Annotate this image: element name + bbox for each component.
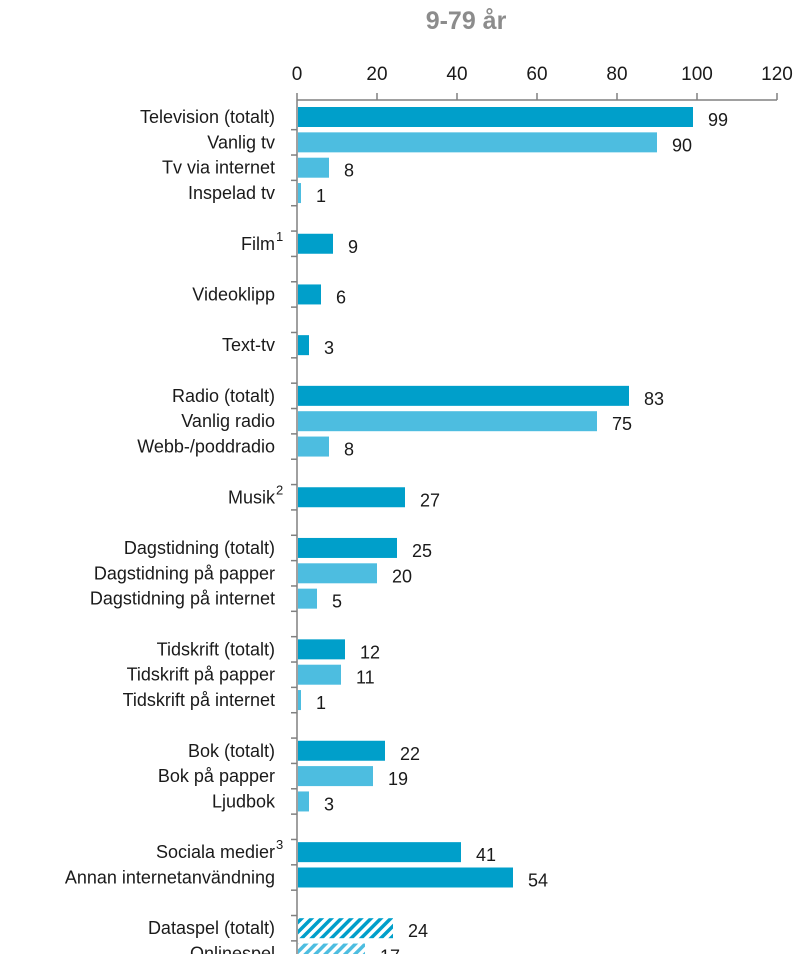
- chart-title: 9-79 år: [426, 7, 507, 35]
- category-label-dagstidning-totalt: Dagstidning (totalt): [124, 538, 275, 558]
- bar-dagstidning-totalt: [298, 537, 397, 558]
- y-axis: [291, 100, 298, 954]
- value-label-bok-totalt: 22: [400, 744, 420, 764]
- value-label-inspelad-tv: 1: [316, 186, 326, 206]
- category-label-vanlig-tv: Vanlig tv: [207, 132, 275, 152]
- value-label-tidskrift-totalt: 12: [360, 642, 380, 662]
- category-labels-group: Television (totalt) Vanlig tv Tv via inter…: [65, 107, 283, 954]
- x-tick-label: 20: [366, 64, 387, 85]
- value-label-sociala-medier: 41: [476, 845, 496, 865]
- category-label-vanlig-radio: Vanlig radio: [181, 411, 275, 431]
- bar-musik: [298, 487, 405, 508]
- bar-webb-poddradio: [298, 436, 329, 457]
- value-label-annan-internetanvandning: 54: [528, 871, 548, 891]
- bar-dagstidning-pa-papper: [298, 563, 377, 584]
- bar-videoklipp: [298, 284, 321, 305]
- value-label-tidskrift-pa-internet: 1: [316, 693, 326, 713]
- value-label-videoklipp: 6: [336, 287, 346, 307]
- value-label-dagstidning-pa-internet: 5: [332, 592, 342, 612]
- value-label-dagstidning-pa-papper: 20: [392, 566, 412, 586]
- bar-tv-via-internet: [298, 157, 329, 178]
- x-tick-label: 60: [526, 64, 547, 85]
- category-label-bok-totalt: Bok (totalt): [188, 741, 275, 761]
- x-tick-label: 120: [761, 64, 793, 85]
- value-label-radio-totalt: 83: [644, 389, 664, 409]
- category-label-ljudbok: Ljudbok: [212, 791, 276, 811]
- category-label-annan-internetanvandning: Annan internetanvändning: [65, 868, 275, 888]
- value-label-tidskrift-pa-papper: 11: [356, 668, 375, 688]
- value-label-dagstidning-totalt: 25: [412, 541, 432, 561]
- bar-dataspel-totalt: [298, 918, 393, 939]
- x-tick-label: 40: [446, 64, 467, 85]
- value-labels-group: 999081963837582725205121112219341542417: [316, 110, 728, 954]
- footnote-marker-musik: 2: [276, 482, 283, 497]
- bar-vanlig-radio: [298, 411, 597, 432]
- category-label-musik: Musik: [228, 487, 276, 507]
- value-label-musik: 27: [420, 490, 440, 510]
- category-label-tidskrift-pa-internet: Tidskrift på internet: [123, 690, 275, 710]
- value-label-tv-via-internet: 8: [344, 161, 354, 181]
- bar-bok-totalt: [298, 740, 385, 761]
- category-label-sociala-medier: Sociala medier: [156, 842, 275, 862]
- x-axis: 0 20 40 60 80 100 120: [292, 64, 793, 101]
- bar-annan-internetanvandning: [298, 867, 513, 888]
- category-label-bok-pa-papper: Bok på papper: [158, 766, 275, 786]
- value-label-onlinespel: 17: [380, 947, 400, 954]
- bar-tidskrift-pa-papper: [298, 664, 341, 685]
- category-label-radio-totalt: Radio (totalt): [172, 386, 275, 406]
- value-label-webb-poddradio: 8: [344, 440, 354, 460]
- category-label-tv-via-internet: Tv via internet: [162, 158, 275, 178]
- category-label-webb-poddradio: Webb-/poddradio: [137, 437, 275, 457]
- bar-sociala-medier: [298, 842, 461, 863]
- bar-dagstidning-pa-internet: [298, 588, 317, 609]
- bar-tidskrift-pa-internet: [298, 690, 301, 711]
- category-label-dagstidning-pa-papper: Dagstidning på papper: [94, 563, 275, 583]
- category-label-tidskrift-totalt: Tidskrift (totalt): [157, 639, 275, 659]
- x-tick-label: 100: [681, 64, 713, 85]
- bar-onlinespel: [298, 943, 365, 954]
- footnote-marker-sociala-medier: 3: [276, 837, 283, 852]
- category-label-inspelad-tv: Inspelad tv: [188, 183, 275, 203]
- bar-vanlig-tv: [298, 132, 657, 153]
- value-label-bok-pa-papper: 19: [388, 769, 408, 789]
- category-label-videoklipp: Videoklipp: [192, 284, 275, 304]
- category-label-onlinespel: Onlinespel: [190, 944, 275, 954]
- category-label-television-totalt: Television (totalt): [140, 107, 275, 127]
- value-label-text-tv: 3: [324, 338, 334, 358]
- category-label-dagstidning-pa-internet: Dagstidning på internet: [90, 589, 275, 609]
- bar-radio-totalt: [298, 385, 629, 406]
- bar-television-totalt: [298, 107, 693, 127]
- bar-bok-pa-papper: [298, 766, 373, 787]
- value-label-vanlig-tv: 90: [672, 135, 692, 155]
- bar-tidskrift-totalt: [298, 639, 345, 660]
- footnote-marker-film: 1: [276, 229, 283, 244]
- value-label-ljudbok: 3: [324, 794, 334, 814]
- category-label-text-tv: Text-tv: [222, 335, 275, 355]
- value-label-television-totalt: 99: [708, 110, 728, 130]
- bar-ljudbok: [298, 791, 309, 812]
- category-label-tidskrift-pa-papper: Tidskrift på papper: [127, 665, 275, 685]
- bar-film: [298, 233, 333, 254]
- x-tick-label: 80: [606, 64, 627, 85]
- category-label-film: Film: [241, 234, 275, 254]
- value-label-dataspel-totalt: 24: [408, 921, 428, 941]
- value-label-film: 9: [348, 237, 358, 257]
- bar-inspelad-tv: [298, 183, 301, 204]
- category-label-dataspel-totalt: Dataspel (totalt): [148, 918, 275, 938]
- x-tick-label: 0: [292, 64, 303, 85]
- value-label-vanlig-radio: 75: [612, 414, 632, 434]
- bars-group: [298, 107, 693, 954]
- bar-text-tv: [298, 335, 309, 356]
